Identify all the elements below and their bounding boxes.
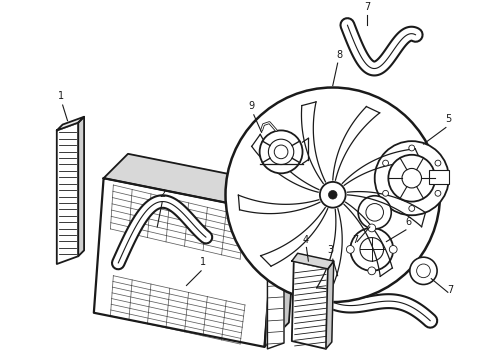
Circle shape bbox=[225, 87, 440, 302]
Circle shape bbox=[409, 206, 415, 211]
Text: 6: 6 bbox=[406, 217, 412, 227]
Circle shape bbox=[368, 267, 376, 275]
Text: 1: 1 bbox=[200, 257, 206, 267]
Circle shape bbox=[328, 190, 337, 199]
Circle shape bbox=[260, 130, 302, 173]
Polygon shape bbox=[94, 178, 274, 347]
Circle shape bbox=[435, 190, 441, 196]
Circle shape bbox=[435, 160, 441, 166]
Text: 7: 7 bbox=[352, 234, 358, 244]
Text: 9: 9 bbox=[249, 101, 255, 111]
Circle shape bbox=[350, 228, 393, 271]
Circle shape bbox=[358, 196, 392, 229]
Circle shape bbox=[375, 141, 449, 215]
Text: 7: 7 bbox=[448, 285, 454, 295]
Polygon shape bbox=[292, 261, 328, 349]
Circle shape bbox=[320, 182, 345, 208]
Text: 1: 1 bbox=[58, 91, 64, 101]
FancyBboxPatch shape bbox=[429, 170, 449, 184]
Circle shape bbox=[389, 155, 435, 202]
Text: 3: 3 bbox=[328, 245, 334, 255]
Text: 5: 5 bbox=[445, 114, 451, 123]
Circle shape bbox=[410, 257, 437, 284]
Circle shape bbox=[346, 246, 354, 253]
Polygon shape bbox=[57, 117, 84, 130]
Text: 4: 4 bbox=[302, 234, 309, 244]
Polygon shape bbox=[265, 188, 298, 347]
Circle shape bbox=[383, 190, 389, 196]
Circle shape bbox=[390, 246, 397, 253]
Polygon shape bbox=[78, 117, 84, 256]
Polygon shape bbox=[103, 154, 298, 212]
Text: 2: 2 bbox=[159, 189, 165, 199]
Circle shape bbox=[368, 224, 376, 232]
Circle shape bbox=[409, 145, 415, 151]
Text: 7: 7 bbox=[364, 3, 370, 12]
Polygon shape bbox=[292, 253, 334, 269]
Polygon shape bbox=[326, 261, 334, 349]
Circle shape bbox=[383, 160, 389, 166]
Text: 8: 8 bbox=[337, 50, 343, 60]
Polygon shape bbox=[268, 210, 284, 349]
Polygon shape bbox=[57, 123, 78, 264]
